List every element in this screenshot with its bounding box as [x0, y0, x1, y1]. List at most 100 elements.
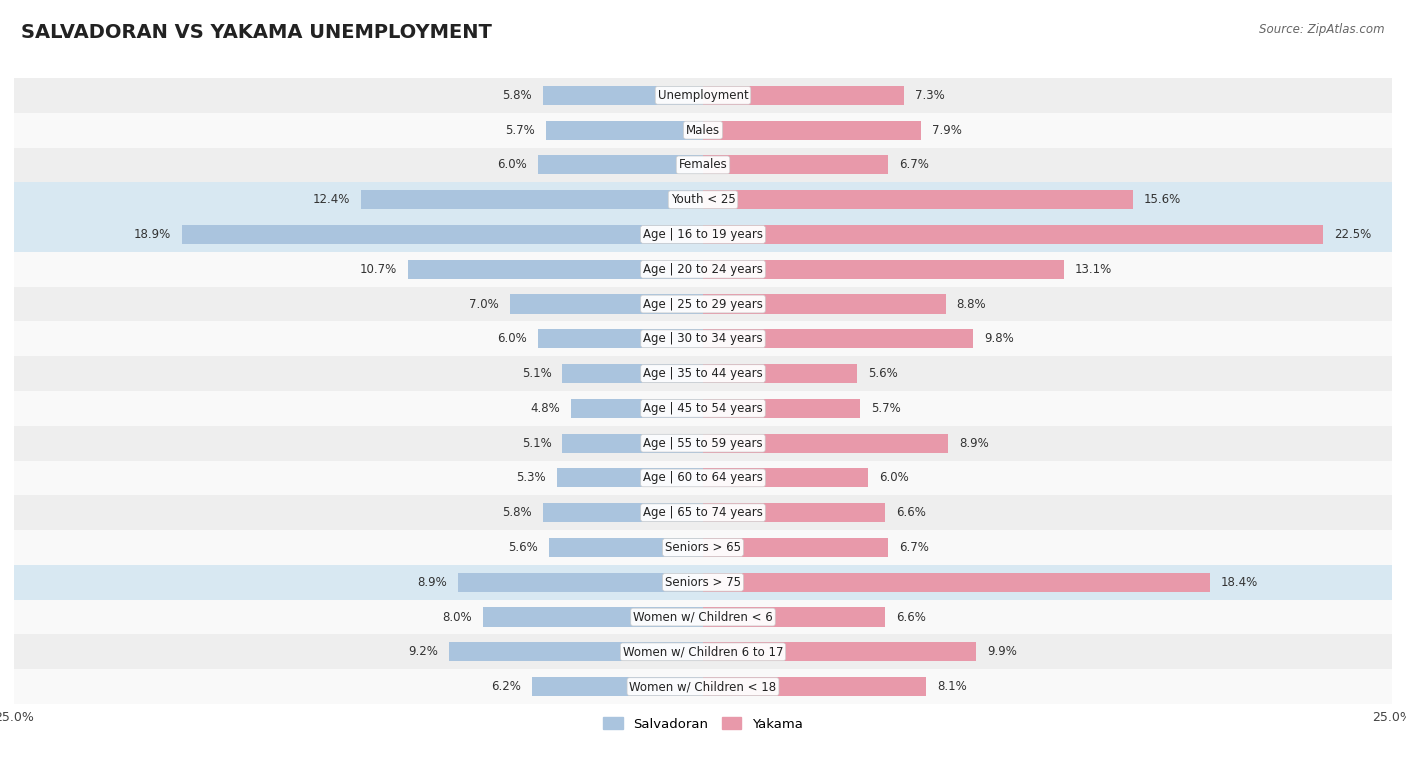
Text: Age | 35 to 44 years: Age | 35 to 44 years	[643, 367, 763, 380]
Text: Age | 55 to 59 years: Age | 55 to 59 years	[643, 437, 763, 450]
Bar	[14, 287, 1392, 322]
Bar	[14, 425, 1392, 460]
Bar	[703, 364, 858, 383]
Bar	[14, 113, 1392, 148]
Bar	[14, 634, 1392, 669]
Text: 6.6%: 6.6%	[896, 506, 925, 519]
Text: 5.8%: 5.8%	[502, 506, 531, 519]
Text: 5.6%: 5.6%	[869, 367, 898, 380]
Text: 12.4%: 12.4%	[314, 193, 350, 206]
Text: 5.3%: 5.3%	[516, 472, 546, 484]
Text: 8.0%: 8.0%	[441, 611, 471, 624]
Text: 7.0%: 7.0%	[470, 298, 499, 310]
Bar	[703, 677, 927, 696]
Bar	[450, 642, 703, 662]
Bar	[14, 217, 1392, 252]
Text: 6.7%: 6.7%	[898, 158, 928, 171]
Text: 15.6%: 15.6%	[1144, 193, 1181, 206]
Text: 5.7%: 5.7%	[872, 402, 901, 415]
Bar	[183, 225, 703, 244]
Bar	[703, 86, 904, 105]
Bar	[703, 120, 921, 140]
Bar	[571, 399, 703, 418]
Text: Unemployment: Unemployment	[658, 89, 748, 102]
Bar	[361, 190, 703, 209]
Bar	[482, 607, 703, 627]
Bar	[703, 642, 976, 662]
Text: 7.3%: 7.3%	[915, 89, 945, 102]
Bar	[14, 565, 1392, 600]
Text: Seniors > 65: Seniors > 65	[665, 541, 741, 554]
Text: 18.4%: 18.4%	[1220, 576, 1258, 589]
Text: 13.1%: 13.1%	[1076, 263, 1112, 276]
Bar	[14, 252, 1392, 287]
Bar	[537, 329, 703, 348]
Bar	[14, 182, 1392, 217]
Bar	[14, 600, 1392, 634]
Text: Women w/ Children < 18: Women w/ Children < 18	[630, 680, 776, 693]
Bar	[458, 573, 703, 592]
Bar	[703, 607, 884, 627]
Text: 5.1%: 5.1%	[522, 367, 551, 380]
Bar	[703, 503, 884, 522]
Text: Males: Males	[686, 123, 720, 136]
Bar	[543, 86, 703, 105]
Bar	[703, 225, 1323, 244]
Bar	[14, 78, 1392, 113]
Bar	[562, 364, 703, 383]
Bar	[703, 294, 945, 313]
Text: Source: ZipAtlas.com: Source: ZipAtlas.com	[1260, 23, 1385, 36]
Bar	[14, 182, 1392, 217]
Text: Age | 65 to 74 years: Age | 65 to 74 years	[643, 506, 763, 519]
Text: 9.8%: 9.8%	[984, 332, 1014, 345]
Text: 18.9%: 18.9%	[134, 228, 172, 241]
Text: Seniors > 75: Seniors > 75	[665, 576, 741, 589]
Text: 4.8%: 4.8%	[530, 402, 560, 415]
Bar	[14, 530, 1392, 565]
Text: Females: Females	[679, 158, 727, 171]
Bar	[703, 260, 1064, 279]
Bar	[703, 190, 1133, 209]
Bar	[703, 538, 887, 557]
Text: Age | 25 to 29 years: Age | 25 to 29 years	[643, 298, 763, 310]
Text: 8.1%: 8.1%	[938, 680, 967, 693]
Text: Age | 45 to 54 years: Age | 45 to 54 years	[643, 402, 763, 415]
Text: 10.7%: 10.7%	[360, 263, 396, 276]
Bar	[531, 677, 703, 696]
Text: 7.9%: 7.9%	[932, 123, 962, 136]
Bar	[408, 260, 703, 279]
Text: 9.9%: 9.9%	[987, 645, 1017, 659]
Text: 8.8%: 8.8%	[956, 298, 986, 310]
Bar	[703, 469, 869, 488]
Bar	[703, 329, 973, 348]
Text: 5.6%: 5.6%	[508, 541, 537, 554]
Bar	[14, 565, 1392, 600]
Text: Age | 20 to 24 years: Age | 20 to 24 years	[643, 263, 763, 276]
Bar	[703, 155, 887, 174]
Bar	[703, 573, 1211, 592]
Text: Age | 30 to 34 years: Age | 30 to 34 years	[643, 332, 763, 345]
Bar	[14, 322, 1392, 357]
Text: 5.7%: 5.7%	[505, 123, 534, 136]
Bar	[703, 434, 948, 453]
Text: 8.9%: 8.9%	[418, 576, 447, 589]
Bar	[14, 217, 1392, 252]
Text: 6.0%: 6.0%	[496, 158, 527, 171]
Text: SALVADORAN VS YAKAMA UNEMPLOYMENT: SALVADORAN VS YAKAMA UNEMPLOYMENT	[21, 23, 492, 42]
Bar	[557, 469, 703, 488]
Bar	[537, 155, 703, 174]
Text: Youth < 25: Youth < 25	[671, 193, 735, 206]
Text: Age | 16 to 19 years: Age | 16 to 19 years	[643, 228, 763, 241]
Bar	[14, 148, 1392, 182]
Text: 5.1%: 5.1%	[522, 437, 551, 450]
Bar	[14, 460, 1392, 495]
Bar	[14, 391, 1392, 425]
Text: 22.5%: 22.5%	[1334, 228, 1371, 241]
Bar	[14, 669, 1392, 704]
Bar	[546, 120, 703, 140]
Text: 6.6%: 6.6%	[896, 611, 925, 624]
Bar	[562, 434, 703, 453]
Text: Women w/ Children 6 to 17: Women w/ Children 6 to 17	[623, 645, 783, 659]
Text: 6.7%: 6.7%	[898, 541, 928, 554]
Bar	[14, 495, 1392, 530]
